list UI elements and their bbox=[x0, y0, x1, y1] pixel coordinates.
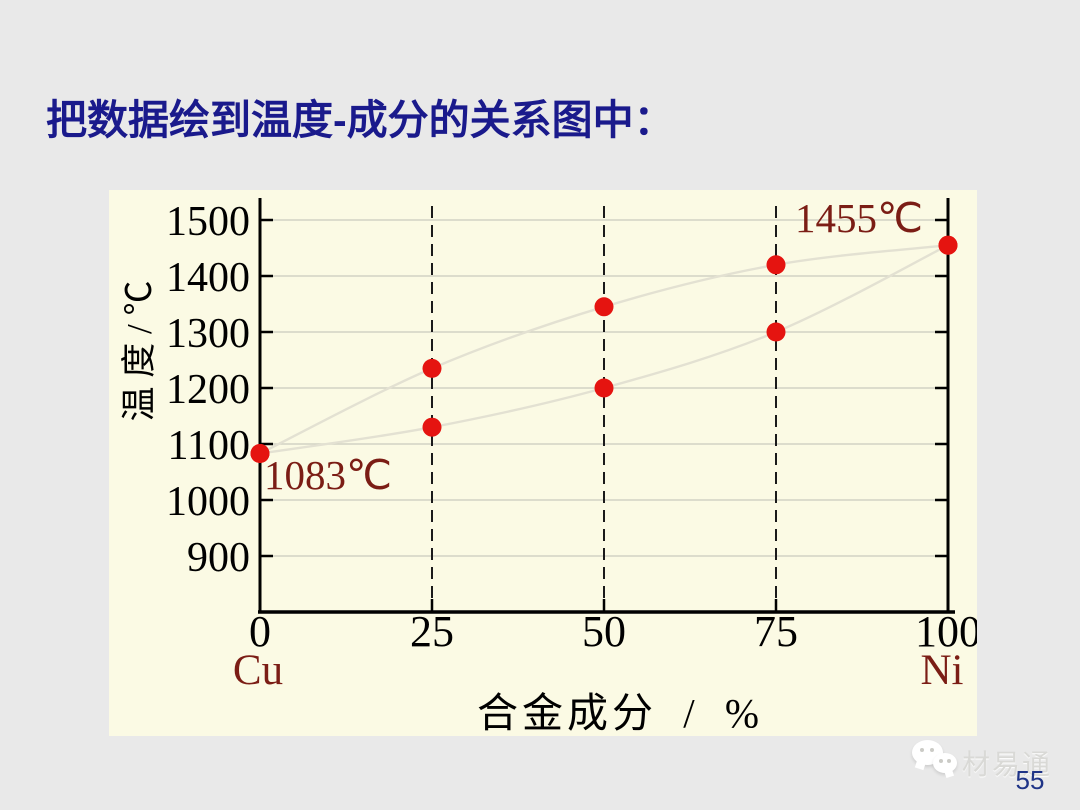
watermark-text: 材易通 bbox=[962, 749, 1053, 780]
bubble-eye bbox=[930, 748, 934, 752]
data-point bbox=[422, 358, 442, 378]
cu-label: Cu bbox=[232, 647, 284, 694]
data-point bbox=[250, 444, 270, 464]
bubble-eye bbox=[939, 759, 943, 763]
x-axis-title: 合金成分 / % bbox=[476, 690, 764, 736]
data-point bbox=[766, 255, 786, 275]
x-tick-label: 0 bbox=[249, 607, 271, 656]
watermark: 材易通 bbox=[910, 737, 1060, 783]
plot-svg: 1500 1400 1300 1200 1100 1000 900 0 25 50 75 100 bbox=[166, 198, 977, 656]
wechat-icon bbox=[910, 737, 960, 783]
ni-label: Ni bbox=[920, 647, 964, 694]
data-point bbox=[594, 297, 614, 317]
page-title: 把数据绘到温度-成分的关系图中： bbox=[46, 97, 675, 143]
annotation-1083: 1083℃ bbox=[264, 452, 393, 498]
y-tick-label: 1200 bbox=[166, 367, 250, 413]
y-axis-title: 温 度 / ℃ bbox=[120, 280, 159, 422]
page-number: 55 bbox=[1015, 765, 1045, 795]
y-tick-label: 1100 bbox=[168, 423, 250, 469]
data-point bbox=[422, 417, 442, 437]
chart-panel: 1500 1400 1300 1200 1100 1000 900 0 25 50 75 100 温 … bbox=[109, 190, 977, 736]
y-tick-label: 1400 bbox=[166, 255, 250, 301]
data-point bbox=[938, 235, 958, 255]
x-tick-label: 100 bbox=[915, 607, 977, 656]
data-point bbox=[594, 378, 614, 398]
y-tick-label: 1500 bbox=[166, 199, 250, 245]
bubble-eye bbox=[920, 748, 924, 752]
bubble-eye bbox=[947, 759, 951, 763]
x-tick-label: 25 bbox=[410, 607, 454, 656]
x-tick-label: 50 bbox=[582, 607, 626, 656]
data-point bbox=[766, 322, 786, 342]
y-tick-label: 1000 bbox=[166, 479, 250, 525]
y-tick-label: 900 bbox=[187, 535, 250, 581]
x-tick-label: 75 bbox=[754, 607, 798, 656]
y-tick-label: 1300 bbox=[166, 311, 250, 357]
chat-bubble-small bbox=[933, 753, 957, 773]
annotation-1455: 1455℃ bbox=[795, 195, 924, 241]
